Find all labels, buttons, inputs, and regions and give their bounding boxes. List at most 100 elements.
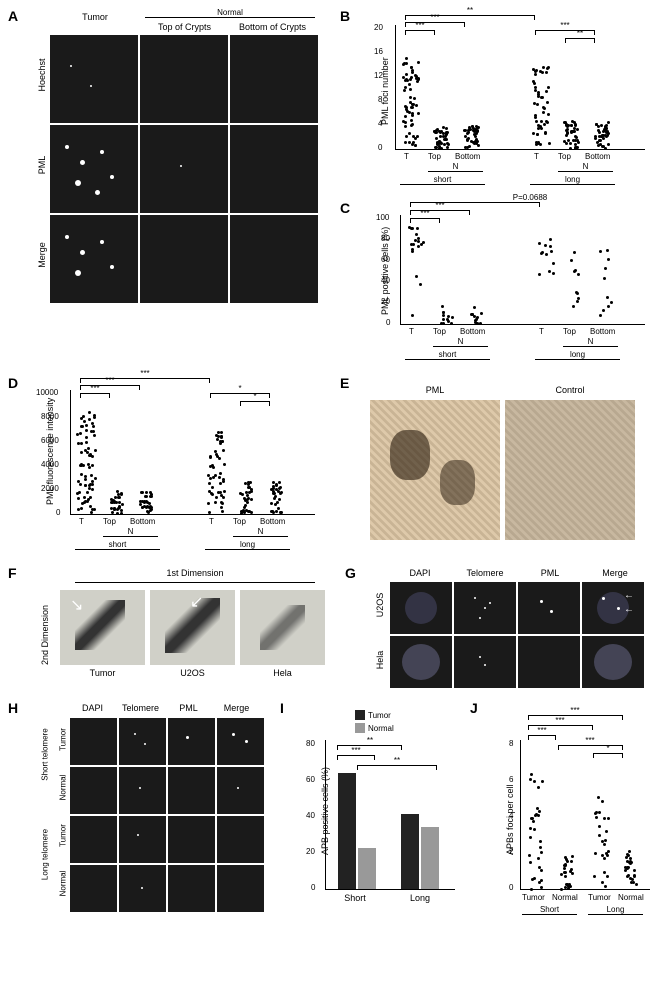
- micro-merge-bottom: [230, 215, 318, 303]
- panel-f-label: F: [8, 565, 17, 581]
- panel-c-long: long: [535, 350, 620, 360]
- micro-pml-tumor: [50, 125, 138, 213]
- panel-f-dim1: 1st Dimension: [80, 568, 310, 578]
- panel-h-tumor2: Tumor: [59, 821, 68, 851]
- panel-i-long: Long: [395, 893, 445, 903]
- panel-c-n2: N: [563, 337, 618, 347]
- panel-e-label: E: [340, 375, 349, 391]
- panel-h-normal1: Normal: [59, 773, 68, 803]
- panel-d-n2: N: [233, 527, 288, 537]
- panel-f-lab-hela: Hela: [240, 668, 325, 678]
- panel-f-u2os: ↙: [150, 590, 235, 665]
- panel-a-row-merge: Merge: [37, 235, 47, 275]
- panel-b-sig2: ***: [410, 21, 430, 30]
- panel-b-bracket2: [405, 30, 435, 31]
- panel-j-label: J: [470, 700, 478, 716]
- panel-b-long: long: [530, 175, 615, 185]
- legend-normal: Normal: [368, 724, 394, 733]
- panel-c-label: C: [340, 200, 350, 216]
- panel-b-sig3: **: [460, 6, 480, 15]
- panel-d-bracket3: [80, 378, 210, 379]
- panel-f-dim2: 2nd Dimension: [40, 595, 50, 665]
- micro-merge-top: [140, 215, 228, 303]
- panel-e-image-pml: [370, 400, 500, 540]
- panel-d-short: short: [75, 540, 160, 550]
- panel-j-short: Short: [522, 905, 577, 915]
- panel-c-sig2: ***: [415, 209, 435, 218]
- panel-d-label: D: [8, 375, 18, 391]
- legend-tumor: Tumor: [368, 711, 391, 720]
- panel-e-pml: PML: [375, 385, 495, 395]
- panel-c-short: short: [405, 350, 490, 360]
- panel-f-hela: [240, 590, 325, 665]
- panel-g-label: G: [345, 565, 356, 581]
- panel-c-bracket2: [410, 218, 440, 219]
- panel-a-normal-header: Normal: [145, 8, 315, 18]
- panel-f-tumor: ↘: [60, 590, 145, 665]
- panel-f-lab-tumor: Tumor: [60, 668, 145, 678]
- panel-h-dapi: DAPI: [70, 703, 115, 713]
- panel-b-sig5: **: [570, 29, 590, 38]
- panel-h-merge: Merge: [214, 703, 259, 713]
- panel-f-dim1-arrow: [75, 582, 315, 583]
- panel-a-grid: [50, 35, 318, 303]
- panel-h-tumor1: Tumor: [59, 725, 68, 755]
- panel-h-telomere: Telomere: [118, 703, 163, 713]
- panel-b-n1: N: [428, 162, 483, 172]
- panel-f-lab-u2os: U2OS: [150, 668, 235, 678]
- panel-e-image-control: [505, 400, 635, 540]
- legend-normal-swatch: [355, 723, 365, 733]
- panel-j-long: Long: [588, 905, 643, 915]
- micro-merge-tumor: [50, 215, 138, 303]
- micro-hoechst-bottom: [230, 35, 318, 123]
- panel-h-label: H: [8, 700, 18, 716]
- panel-b-short: short: [400, 175, 485, 185]
- panel-d-sig5: *: [245, 392, 265, 401]
- panel-c-chart: 0 20 40 60 80 100: [400, 215, 645, 325]
- panel-b-n2: N: [558, 162, 613, 172]
- panel-h-grid: [70, 718, 264, 912]
- panel-i-label: I: [280, 700, 284, 716]
- panel-a-col-top: Top of Crypts: [142, 22, 227, 32]
- panel-d-n1: N: [103, 527, 158, 537]
- micro-pml-bottom: [230, 125, 318, 213]
- panel-g-grid: ←←: [390, 582, 644, 688]
- bar-short-tumor: [338, 773, 356, 889]
- panel-d-sig3: ***: [135, 369, 155, 378]
- panel-a-col-tumor: Tumor: [55, 12, 135, 22]
- panel-c-n1: N: [433, 337, 488, 347]
- micro-hoechst-top: [140, 35, 228, 123]
- panel-b-label: B: [340, 8, 350, 24]
- micro-pml-top: [140, 125, 228, 213]
- panel-b-bracket3: [405, 15, 535, 16]
- panel-a-row-hoechst: Hoechst: [37, 55, 47, 95]
- panel-c-p: P=0.0688: [500, 193, 560, 202]
- bar-short-normal: [358, 848, 376, 889]
- panel-g-merge: Merge: [585, 568, 645, 578]
- panel-d-long: long: [205, 540, 290, 550]
- panel-a-col-bottom: Bottom of Crypts: [230, 22, 315, 32]
- micro-hoechst-tumor: [50, 35, 138, 123]
- panel-b-ylabel: PML foci number: [380, 45, 390, 125]
- panel-g-dapi: DAPI: [390, 568, 450, 578]
- panel-d-sig2: ***: [85, 384, 105, 393]
- panel-d-bracket2: [80, 393, 110, 394]
- panel-c-bracket3: [410, 202, 540, 203]
- panel-h-long: Long telomere: [41, 820, 50, 890]
- panel-d-chart: 0 2000 4000 6000 8000 10000: [70, 390, 315, 515]
- panel-h-short: Short telomere: [41, 720, 50, 790]
- bar-long-normal: [421, 827, 439, 889]
- panel-e-control: Control: [510, 385, 630, 395]
- panel-g-u2os: U2OS: [375, 590, 385, 620]
- panel-h-pml: PML: [166, 703, 211, 713]
- panel-d-bracket5: [240, 401, 270, 402]
- panel-g-hela: Hela: [375, 645, 385, 675]
- panel-a-row-pml: PML: [37, 145, 47, 185]
- panel-i-short: Short: [330, 893, 380, 903]
- bar-long-tumor: [401, 814, 419, 889]
- panel-b-bracket5: [565, 38, 595, 39]
- panel-g-telomere: Telomere: [455, 568, 515, 578]
- panel-j-ylabel: APBs foci per cell: [505, 755, 515, 855]
- legend-tumor-swatch: [355, 710, 365, 720]
- panel-h-normal2: Normal: [59, 869, 68, 899]
